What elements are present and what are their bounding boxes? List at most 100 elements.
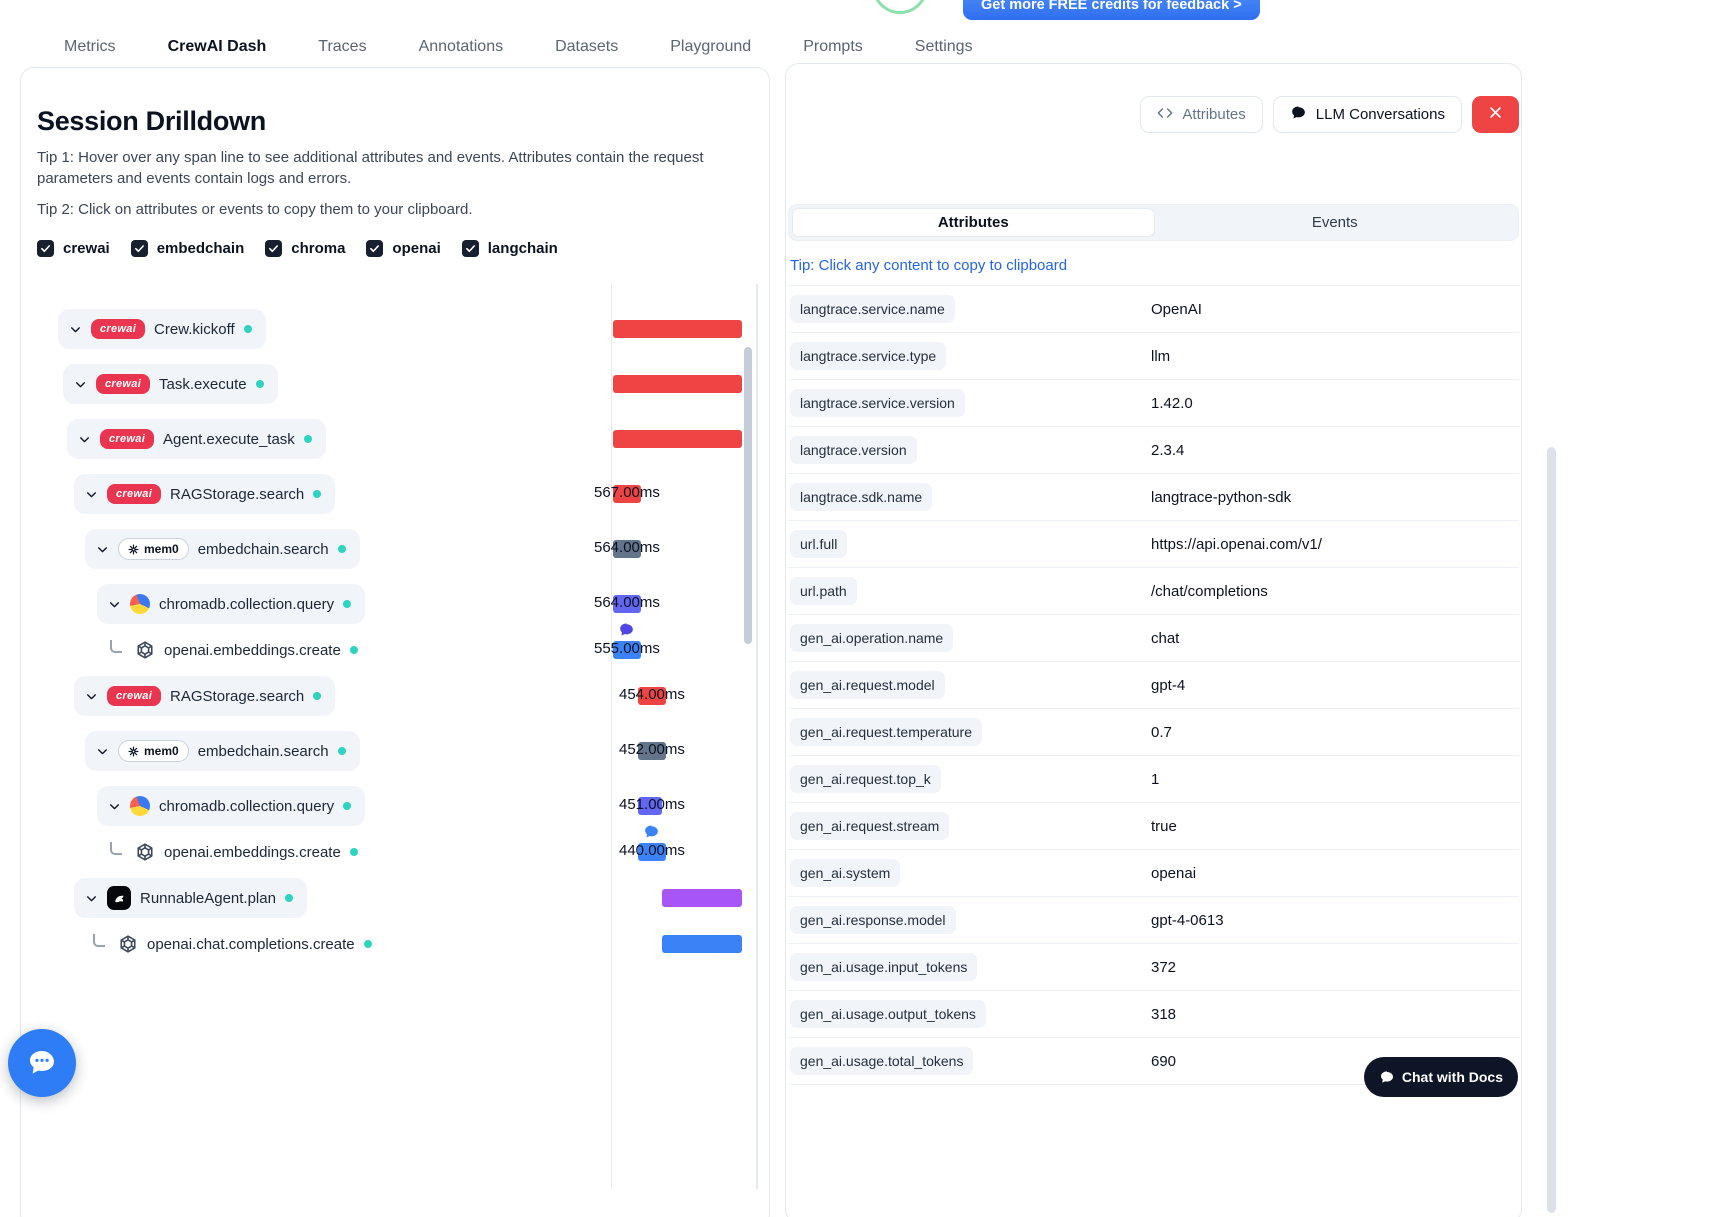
timeline-bar[interactable] bbox=[613, 540, 641, 558]
filter-chroma[interactable]: chroma bbox=[265, 240, 345, 257]
attribute-value[interactable]: /chat/completions bbox=[1151, 582, 1268, 600]
tab-traces[interactable]: Traces bbox=[318, 38, 367, 55]
attribute-key[interactable]: gen_ai.request.model bbox=[790, 671, 945, 699]
checkbox-checked-icon[interactable] bbox=[265, 240, 283, 257]
attribute-value[interactable]: llm bbox=[1151, 347, 1171, 365]
span-item[interactable]: openai.embeddings.create bbox=[108, 634, 358, 666]
attribute-key[interactable]: langtrace.service.name bbox=[790, 295, 955, 323]
attribute-row[interactable]: url.full https://api.openai.com/v1/ bbox=[788, 521, 1519, 568]
span-item[interactable]: openai.embeddings.create bbox=[108, 836, 358, 868]
timeline-bar[interactable] bbox=[613, 595, 641, 613]
chevron-down-icon[interactable] bbox=[85, 488, 98, 501]
attribute-key[interactable]: gen_ai.request.top_k bbox=[790, 765, 941, 793]
chat-with-docs-button[interactable]: Chat with Docs bbox=[1363, 1057, 1518, 1097]
checkbox-checked-icon[interactable] bbox=[461, 240, 479, 257]
tab-settings[interactable]: Settings bbox=[914, 38, 973, 55]
tab-crewai-dash[interactable]: CrewAI Dash bbox=[141, 25, 293, 70]
attribute-row[interactable]: gen_ai.usage.output_tokens 318 bbox=[788, 991, 1519, 1038]
timeline-bar[interactable] bbox=[638, 797, 662, 815]
attribute-row[interactable]: gen_ai.response.model gpt-4-0613 bbox=[788, 897, 1519, 944]
span-item[interactable]: RunnableAgent.plan bbox=[74, 878, 307, 918]
attribute-row[interactable]: gen_ai.request.model gpt-4 bbox=[788, 662, 1519, 709]
attributes-code-button[interactable]: Attributes bbox=[1140, 96, 1263, 133]
attribute-key[interactable]: langtrace.service.version bbox=[790, 389, 965, 417]
chevron-down-icon[interactable] bbox=[78, 433, 91, 446]
chevron-down-icon[interactable] bbox=[96, 543, 109, 556]
attribute-key[interactable]: url.full bbox=[790, 530, 848, 558]
credits-button[interactable]: Get more FREE credits for feedback > bbox=[963, 0, 1260, 20]
attribute-key[interactable]: gen_ai.response.model bbox=[790, 906, 956, 934]
attribute-row[interactable]: langtrace.version 2.3.4 bbox=[788, 427, 1519, 474]
filter-crewai[interactable]: crewai bbox=[37, 240, 110, 257]
attribute-row[interactable]: gen_ai.request.temperature 0.7 bbox=[788, 709, 1519, 756]
span-item[interactable]: crewai Crew.kickoff bbox=[58, 309, 266, 349]
chevron-down-icon[interactable] bbox=[74, 378, 87, 391]
attribute-row[interactable]: langtrace.service.version 1.42.0 bbox=[788, 380, 1519, 427]
close-button[interactable] bbox=[1472, 96, 1519, 133]
attribute-key[interactable]: langtrace.service.type bbox=[790, 342, 947, 370]
timeline-bar[interactable] bbox=[613, 485, 641, 503]
attribute-key[interactable]: langtrace.version bbox=[790, 436, 917, 464]
checkbox-checked-icon[interactable] bbox=[37, 240, 54, 257]
chevron-down-icon[interactable] bbox=[108, 598, 121, 611]
attribute-key[interactable]: gen_ai.request.stream bbox=[790, 812, 950, 840]
timeline-bar[interactable] bbox=[638, 742, 666, 760]
tab-playground[interactable]: Playground bbox=[670, 38, 752, 55]
span-item[interactable]: mem0 embedchain.search bbox=[85, 731, 360, 771]
avatar[interactable] bbox=[872, 0, 928, 14]
copy-tip-link[interactable]: Tip: Click any content to copy to clipbo… bbox=[790, 257, 1068, 274]
chevron-down-icon[interactable] bbox=[96, 745, 109, 758]
attribute-key[interactable]: gen_ai.usage.total_tokens bbox=[790, 1047, 974, 1075]
filter-openai[interactable]: openai bbox=[366, 240, 441, 257]
span-item[interactable]: chromadb.collection.query bbox=[97, 584, 366, 624]
span-item[interactable]: openai.chat.completions.create bbox=[91, 928, 372, 960]
attribute-value[interactable]: 318 bbox=[1151, 1005, 1177, 1023]
attribute-value[interactable]: 0.7 bbox=[1151, 723, 1172, 741]
tree-scrollbar-thumb[interactable] bbox=[744, 347, 752, 644]
attribute-key[interactable]: gen_ai.operation.name bbox=[790, 624, 954, 652]
tab-datasets[interactable]: Datasets bbox=[555, 38, 619, 55]
attribute-row[interactable]: langtrace.sdk.name langtrace-python-sdk bbox=[788, 474, 1519, 521]
attribute-row[interactable]: gen_ai.usage.input_tokens 372 bbox=[788, 944, 1519, 991]
tab-metrics[interactable]: Metrics bbox=[64, 38, 116, 55]
attribute-value[interactable]: 1 bbox=[1151, 770, 1160, 788]
attribute-key[interactable]: gen_ai.request.temperature bbox=[790, 718, 982, 746]
timeline-bar[interactable] bbox=[638, 843, 666, 861]
attribute-value[interactable]: openai bbox=[1151, 864, 1197, 882]
attribute-row[interactable]: gen_ai.request.stream true bbox=[788, 803, 1519, 850]
span-item[interactable]: chromadb.collection.query bbox=[97, 786, 366, 826]
filter-langchain[interactable]: langchain bbox=[461, 240, 558, 257]
attribute-value[interactable]: 2.3.4 bbox=[1151, 441, 1185, 459]
attribute-value[interactable]: 372 bbox=[1151, 958, 1177, 976]
span-item[interactable]: crewai Agent.execute_task bbox=[67, 419, 326, 459]
timeline-bar[interactable] bbox=[613, 641, 641, 659]
tab-annotations[interactable]: Annotations bbox=[418, 38, 504, 55]
attribute-value[interactable]: gpt-4-0613 bbox=[1151, 911, 1224, 929]
attribute-key[interactable]: langtrace.sdk.name bbox=[790, 483, 933, 511]
page-scrollbar[interactable] bbox=[1547, 447, 1556, 1213]
chevron-down-icon[interactable] bbox=[85, 690, 98, 703]
attribute-value[interactable]: 690 bbox=[1151, 1052, 1177, 1070]
span-item[interactable]: crewai RAGStorage.search bbox=[74, 474, 336, 514]
attribute-value[interactable]: OpenAI bbox=[1151, 300, 1202, 318]
timeline-bar[interactable] bbox=[613, 430, 742, 448]
details-tab-events[interactable]: Events bbox=[1311, 214, 1358, 231]
attribute-row[interactable]: langtrace.service.type llm bbox=[788, 333, 1519, 380]
attribute-key[interactable]: gen_ai.usage.output_tokens bbox=[790, 1000, 986, 1028]
checkbox-checked-icon[interactable] bbox=[366, 240, 384, 257]
attribute-value[interactable]: true bbox=[1151, 817, 1177, 835]
attribute-value[interactable]: langtrace-python-sdk bbox=[1151, 488, 1292, 506]
span-item[interactable]: crewai Task.execute bbox=[63, 364, 278, 404]
attribute-row[interactable]: langtrace.service.name OpenAI bbox=[788, 286, 1519, 333]
attribute-row[interactable]: gen_ai.operation.name chat bbox=[788, 615, 1519, 662]
attribute-row[interactable]: gen_ai.system openai bbox=[788, 850, 1519, 897]
timeline-bar[interactable] bbox=[613, 320, 742, 338]
attribute-value[interactable]: https://api.openai.com/v1/ bbox=[1151, 535, 1322, 553]
attribute-key[interactable]: gen_ai.usage.input_tokens bbox=[790, 953, 978, 981]
attribute-row[interactable]: gen_ai.request.top_k 1 bbox=[788, 756, 1519, 803]
attribute-row[interactable]: url.path/chat/completions bbox=[788, 568, 1519, 615]
attribute-value[interactable]: gpt-4 bbox=[1151, 676, 1186, 694]
chevron-down-icon[interactable] bbox=[85, 892, 98, 905]
chevron-down-icon[interactable] bbox=[69, 323, 82, 336]
attribute-key[interactable]: gen_ai.system bbox=[790, 859, 901, 887]
